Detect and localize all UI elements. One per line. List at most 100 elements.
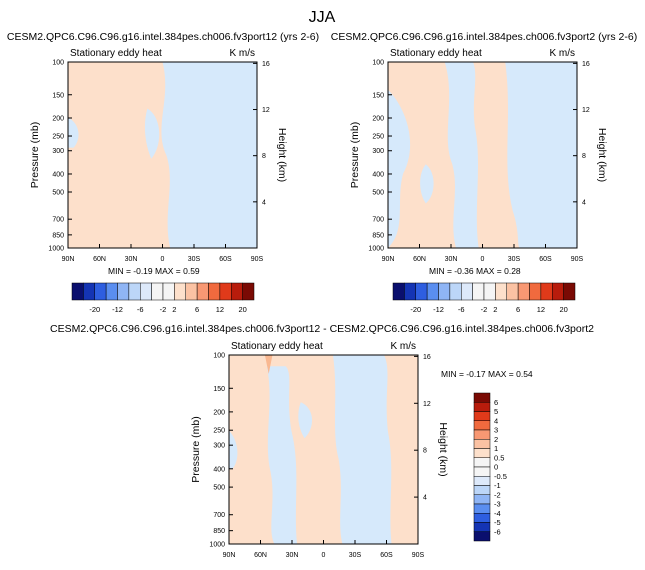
colorbar-label: -3	[494, 500, 501, 509]
colorbar-box	[185, 282, 198, 301]
y-axis-label: Pressure (mb)	[29, 122, 41, 189]
contour-region	[229, 430, 238, 469]
x-tick-label: 30S	[188, 256, 201, 263]
colorbar-label: 20	[238, 305, 246, 314]
y-tick-label: 200	[213, 409, 225, 416]
colorbar-horizontal: -20 -12 -6 -2 2 6 12 20	[71, 282, 255, 314]
panel-top-left: Stationary eddy heat K m/s 90N 60N 30N 0 30S 60…	[29, 48, 288, 276]
colorbar-label: 12	[216, 305, 224, 314]
y-axis-label: Pressure (mb)	[349, 122, 361, 189]
colorbar-box	[473, 457, 491, 468]
x-tick-label: 30N	[445, 256, 458, 263]
y-tick-label: 1000	[209, 542, 225, 549]
colorbar-box	[392, 282, 405, 301]
x-tick-label: 90S	[571, 256, 584, 263]
contour-region	[505, 62, 577, 248]
y-tick-label: 300	[52, 148, 64, 155]
y-tick-label: 400	[213, 466, 225, 473]
colorbar-box	[94, 282, 107, 301]
colorbar-label: 20	[559, 305, 567, 314]
x-tick-label: 60S	[219, 256, 232, 263]
y2-tick-label: 12	[423, 401, 431, 408]
colorbar-label: -2	[494, 490, 501, 499]
x-tick-label: 90S	[251, 256, 264, 263]
y2-tick-label: 8	[423, 448, 427, 455]
colorbar-box	[506, 282, 519, 301]
y2-tick-label: 12	[582, 107, 590, 114]
y-tick-label: 400	[52, 171, 64, 178]
y-tick-label: 300	[213, 443, 225, 450]
y-tick-label: 400	[372, 171, 384, 178]
y2-tick-label: 8	[262, 153, 266, 160]
colorbar-box	[196, 282, 209, 301]
colorbar-box	[208, 282, 221, 301]
colorbar-label: -6	[494, 527, 501, 536]
y-tick-label: 300	[372, 148, 384, 155]
colorbar-label: 6	[195, 305, 199, 314]
x-tick-label: 30S	[349, 552, 362, 559]
colorbar-label: 12	[537, 305, 545, 314]
x-tick-label: 30N	[125, 256, 138, 263]
x-tick-label: 60S	[380, 552, 393, 559]
colorbar-label: 3	[494, 426, 498, 435]
colorbar-label: -6	[137, 305, 144, 314]
colorbar-box	[473, 522, 491, 532]
colorbar-label: -0.5	[494, 472, 507, 481]
colorbar-box	[174, 282, 186, 301]
colorbar-box	[473, 466, 491, 477]
y-tick-label: 100	[372, 60, 384, 67]
colorbar-box	[219, 282, 232, 301]
contour-region	[266, 366, 297, 544]
colorbar-box	[438, 282, 451, 301]
colorbar-box	[128, 282, 141, 301]
y2-axis-label: Height (km)	[437, 422, 449, 476]
y-tick-label: 250	[372, 134, 384, 141]
y-tick-label: 200	[372, 115, 384, 122]
colorbar-label: -6	[458, 305, 465, 314]
subtitle-units: K m/s	[549, 48, 575, 59]
colorbar-label: 1	[494, 444, 498, 453]
colorbar-box	[473, 439, 491, 449]
colorbar-label: 2	[494, 435, 498, 444]
contour-region	[144, 108, 160, 159]
colorbar-label: -20	[410, 305, 421, 314]
panel-title-top-right: CESM2.QPC6.C96.C96.g16.intel.384pes.ch00…	[331, 31, 637, 43]
colorbar-box	[473, 392, 491, 403]
subtitle-variable: Stationary eddy heat	[70, 48, 162, 59]
colorbar-box	[473, 448, 491, 458]
colorbar-box	[473, 485, 491, 495]
colorbar-label: 4	[494, 416, 498, 425]
colorbar-box	[473, 476, 491, 486]
y-tick-label: 150	[213, 386, 225, 393]
colorbar-box	[473, 429, 491, 440]
colorbar-label: 2	[172, 305, 176, 314]
page-title: JJA	[309, 9, 336, 26]
colorbar-label: -5	[494, 518, 501, 527]
y-tick-label: 850	[52, 232, 64, 239]
y-tick-label: 700	[52, 217, 64, 224]
x-tick-label: 90S	[412, 552, 425, 559]
contour-region	[420, 164, 434, 204]
subtitle-variable: Stationary eddy heat	[390, 48, 482, 59]
panel-top-right: Stationary eddy heat K m/s 90N 60N 30N 0 30S 60…	[349, 48, 608, 276]
colorbar-box	[151, 282, 164, 301]
x-tick-label: 0	[161, 256, 165, 263]
x-tick-label: 60S	[539, 256, 552, 263]
colorbar-horizontal: -20 -12 -6 -2 2 6 12 20	[392, 282, 576, 314]
colorbar-box	[473, 503, 491, 514]
colorbar-box	[404, 282, 416, 301]
contour-region	[332, 355, 392, 544]
colorbar-box	[105, 282, 118, 301]
y2-tick-label: 4	[262, 199, 266, 206]
colorbar-box	[473, 513, 491, 523]
colorbar-box	[473, 402, 491, 412]
colorbar-label: 5	[494, 407, 498, 416]
y-tick-label: 500	[52, 190, 64, 197]
x-tick-label: 90N	[223, 552, 236, 559]
colorbar-box	[461, 282, 473, 301]
y-tick-label: 700	[372, 217, 384, 224]
colorbar-label: -20	[89, 305, 100, 314]
colorbar-label: 2	[493, 305, 497, 314]
